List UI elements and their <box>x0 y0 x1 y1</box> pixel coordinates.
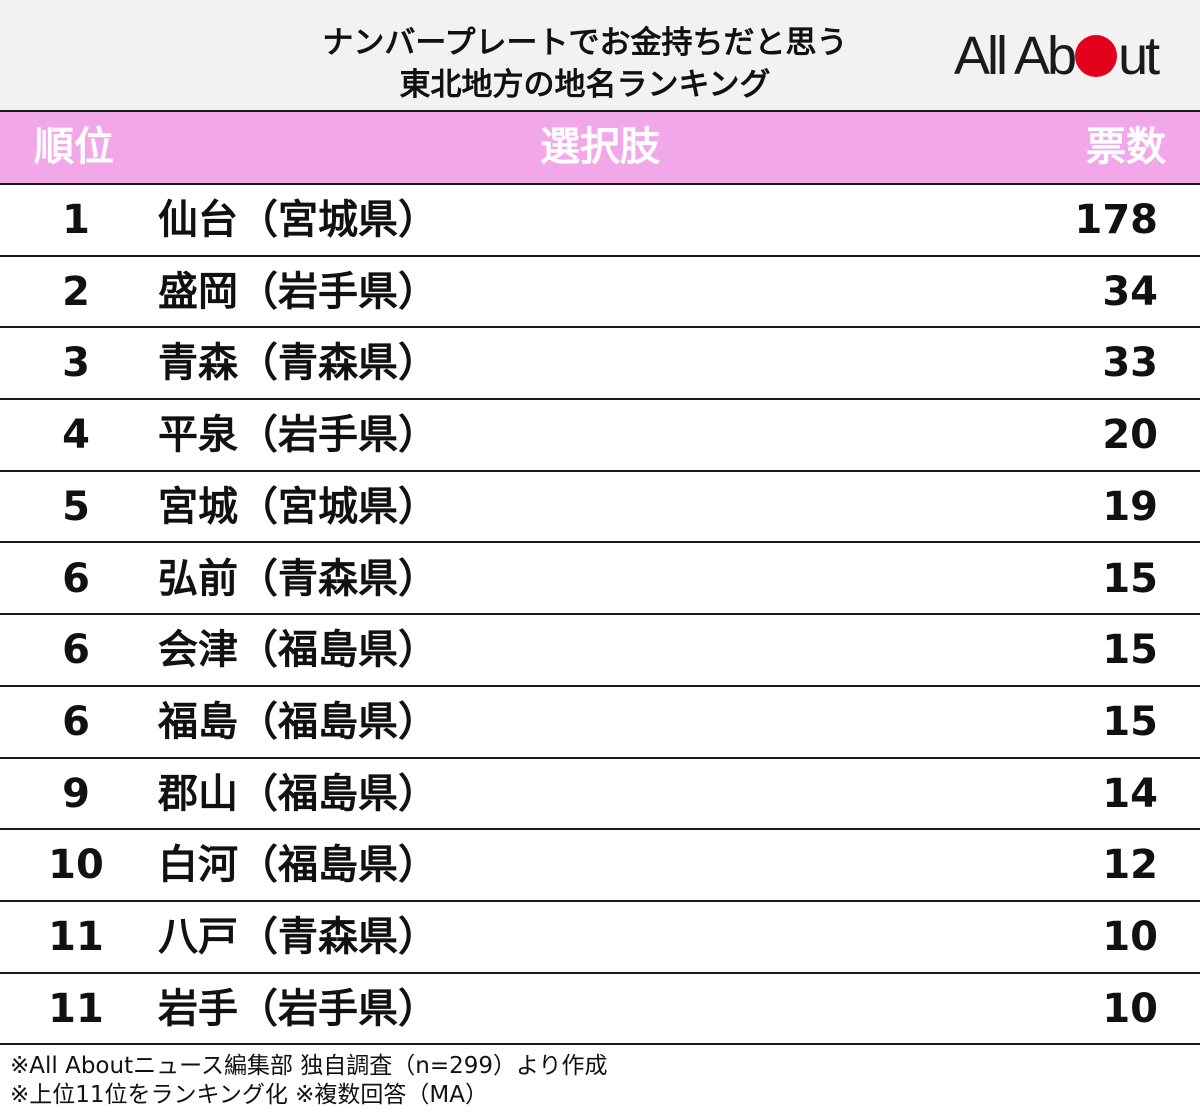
choice-cell: 白河（福島県） <box>158 842 438 889</box>
table-row: 6 弘前（青森県） 15 <box>0 544 1200 616</box>
table-row: 3 青森（青森県） 33 <box>0 328 1200 401</box>
rank-cell: 10 <box>48 842 104 889</box>
table-row: 1 仙台（宮城県） 178 <box>0 185 1200 257</box>
table-row: 5 宮城（宮城県） 19 <box>0 472 1200 544</box>
table-row: 4 平泉（岩手県） 20 <box>0 400 1200 472</box>
allabout-logo: All Ab ut <box>954 24 1174 88</box>
choice-cell: 福島（福島県） <box>158 698 438 745</box>
votes-cell: 15 <box>1102 555 1158 602</box>
source-note-line2: ※上位11位をランキング化 ※複数回答（MA） <box>10 1082 489 1108</box>
votes-cell: 19 <box>1102 483 1158 530</box>
logo-text-before: All Ab <box>954 26 1077 86</box>
rank-cell: 3 <box>62 340 90 387</box>
rank-cell: 2 <box>62 268 90 315</box>
logo-red-dot <box>1075 35 1118 77</box>
choice-cell: 郡山（福島県） <box>158 770 438 817</box>
logo-text-after: ut <box>1118 26 1160 86</box>
votes-cell: 10 <box>1102 914 1158 960</box>
votes-cell: 10 <box>1102 985 1158 1032</box>
table-row: 11 岩手（岩手県） 10 <box>0 974 1200 1046</box>
choice-cell: 弘前（青森県） <box>158 555 438 602</box>
rank-cell: 9 <box>62 770 90 817</box>
choice-cell: 宮城（宮城県） <box>158 483 438 530</box>
table-row: 11 八戸（青森県） 10 <box>0 902 1200 974</box>
chart-title: ナンバープレートでお金持ちだと思う 東北地方の地名ランキング <box>190 22 980 106</box>
rank-cell: 6 <box>62 698 90 745</box>
column-header-votes: 票数 <box>1086 124 1166 170</box>
rank-cell: 4 <box>62 412 90 459</box>
votes-cell: 15 <box>1102 698 1158 745</box>
source-note-line1: ※All Aboutニュース編集部 独自調査（n=299）より作成 <box>10 1053 608 1079</box>
choice-cell: 会津（福島県） <box>158 627 438 674</box>
table-row: 6 会津（福島県） 15 <box>0 615 1200 687</box>
source-note: ※All Aboutニュース編集部 独自調査（n=299）より作成 ※上位11位… <box>10 1052 608 1110</box>
column-header-row: 順位 選択肢 票数 <box>0 112 1200 185</box>
choice-cell: 岩手（岩手県） <box>158 985 438 1032</box>
votes-cell: 34 <box>1102 268 1158 315</box>
choice-cell: 八戸（青森県） <box>158 914 438 960</box>
rank-cell: 1 <box>62 197 90 243</box>
votes-cell: 20 <box>1102 412 1158 459</box>
table-row: 10 白河（福島県） 12 <box>0 830 1200 902</box>
votes-cell: 33 <box>1102 340 1158 387</box>
rank-cell: 11 <box>48 914 104 960</box>
table-row: 9 郡山（福島県） 14 <box>0 759 1200 831</box>
choice-cell: 青森（青森県） <box>158 340 438 387</box>
chart-title-line1: ナンバープレートでお金持ちだと思う <box>322 25 848 61</box>
votes-cell: 178 <box>1074 197 1159 243</box>
choice-cell: 盛岡（岩手県） <box>158 268 438 315</box>
column-header-choice: 選択肢 <box>540 124 660 170</box>
table-row: 2 盛岡（岩手県） 34 <box>0 257 1200 329</box>
votes-cell: 12 <box>1102 842 1158 889</box>
column-header-rank: 順位 <box>34 124 114 170</box>
rank-cell: 11 <box>48 985 104 1032</box>
chart-title-line2: 東北地方の地名ランキング <box>399 67 771 103</box>
chart-header: ナンバープレートでお金持ちだと思う 東北地方の地名ランキング All Ab ut <box>0 0 1200 112</box>
table-row: 6 福島（福島県） 15 <box>0 687 1200 759</box>
votes-cell: 14 <box>1102 770 1158 817</box>
rank-cell: 6 <box>62 627 90 674</box>
rank-cell: 6 <box>62 555 90 602</box>
rank-cell: 5 <box>62 483 90 530</box>
choice-cell: 仙台（宮城県） <box>158 197 438 243</box>
choice-cell: 平泉（岩手県） <box>158 412 438 459</box>
votes-cell: 15 <box>1102 627 1158 674</box>
